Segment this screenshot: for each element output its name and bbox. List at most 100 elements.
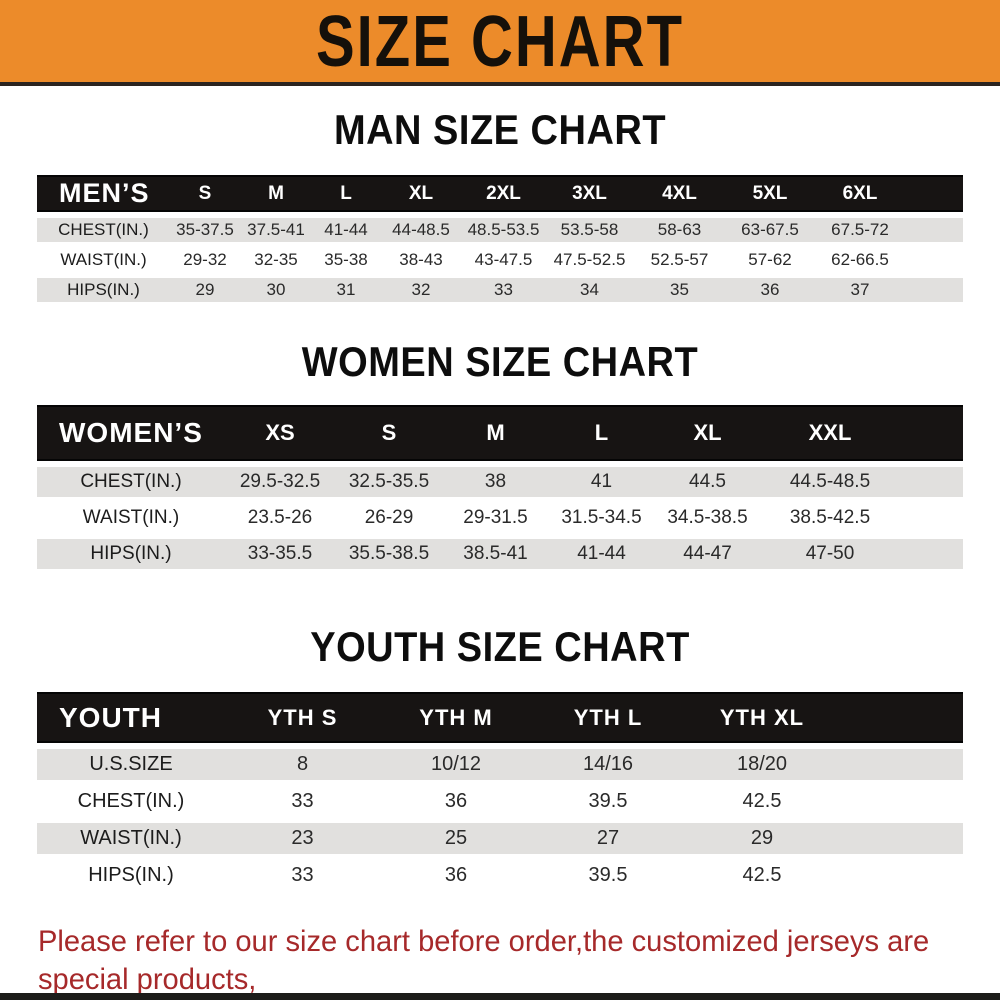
disclaimer-line-1: Please refer to our size chart before or… — [38, 925, 930, 996]
cell-value: 62-66.5 — [831, 250, 889, 269]
youth-ussize-row: U.S.SIZE 8 10/12 14/16 18/20 — [37, 749, 963, 780]
cell-value: 23 — [225, 823, 380, 854]
cell-value: 63-67.5 — [725, 218, 815, 242]
cell-value: 37.5-41 — [240, 218, 312, 242]
cell-value: 47.5-52.5 — [553, 250, 626, 269]
cell-value: 58-63 — [634, 218, 725, 242]
cell-value: 18/20 — [684, 749, 840, 780]
youth-header-row: YOUTH YTH S YTH M YTH L YTH XL — [37, 692, 963, 743]
cell-value: 25 — [380, 823, 532, 854]
row-label: HIPS(IN.) — [88, 864, 174, 886]
filler-cell — [900, 405, 963, 461]
men-section: MAN SIZE CHART MEN’S S M L XL 2XL 3XL 4X… — [0, 107, 1000, 308]
men-chest-row: CHEST(IN.) 35-37.5 37.5-41 41-44 44-48.5… — [37, 218, 963, 242]
cell-value: 44.5-48.5 — [760, 467, 900, 497]
cell-value: 44.5 — [655, 467, 760, 497]
women-waist-row: WAIST(IN.) 23.5-26 26-29 29-31.5 31.5-34… — [37, 503, 963, 533]
women-size-table: WOMEN’S XS S M L XL XXL CHEST(IN.) 29.5-… — [37, 399, 963, 575]
men-heading: MAN SIZE CHART — [333, 107, 667, 155]
men-size-header: 6XL — [815, 175, 905, 212]
men-size-header: XL — [380, 175, 462, 212]
cell-value: 33 — [462, 278, 545, 302]
cell-value: 29-31.5 — [463, 507, 528, 528]
cell-value: 44-48.5 — [380, 218, 462, 242]
filler-cell — [840, 860, 963, 891]
men-size-header: 2XL — [462, 175, 545, 212]
filler-cell — [905, 218, 963, 242]
cell-value: 35 — [634, 278, 725, 302]
row-label: CHEST(IN.) — [37, 218, 170, 242]
youth-section: YOUTH SIZE CHART YOUTH YTH S YTH M YTH L… — [0, 624, 1000, 897]
cell-value: 10/12 — [380, 749, 532, 780]
women-header-row: WOMEN’S XS S M L XL XXL — [37, 405, 963, 461]
cell-value: 42.5 — [742, 790, 782, 812]
men-size-header: M — [240, 175, 312, 212]
men-size-header: 5XL — [725, 175, 815, 212]
cell-value: 23.5-26 — [247, 507, 313, 528]
cell-value: 29 — [170, 278, 240, 302]
cell-value: 33-35.5 — [225, 539, 335, 569]
row-label: CHEST(IN.) — [77, 790, 185, 812]
cell-value: 43-47.5 — [474, 250, 533, 269]
men-size-table: MEN’S S M L XL 2XL 3XL 4XL 5XL 6XL CHEST… — [37, 169, 963, 308]
cell-value: 36 — [725, 278, 815, 302]
cell-value: 8 — [225, 749, 380, 780]
cell-value: 57-62 — [748, 250, 792, 269]
cell-value: 35.5-38.5 — [335, 539, 443, 569]
youth-chest-row: CHEST(IN.) 33 36 39.5 42.5 — [37, 786, 963, 817]
cell-value: 67.5-72 — [815, 218, 905, 242]
women-size-header: L — [548, 405, 655, 461]
filler-cell — [900, 467, 963, 497]
cell-value: 48.5-53.5 — [462, 218, 545, 242]
filler-cell — [905, 175, 963, 212]
women-hips-row: HIPS(IN.) 33-35.5 35.5-38.5 38.5-41 41-4… — [37, 539, 963, 569]
cell-value: 39.5 — [588, 790, 628, 812]
women-heading: WOMEN SIZE CHART — [301, 339, 699, 387]
filler-cell — [840, 692, 963, 743]
men-hips-row: HIPS(IN.) 29 30 31 32 33 34 35 36 37 — [37, 278, 963, 302]
cell-value: 37 — [815, 278, 905, 302]
disclaimer-note: Please refer to our size chart before or… — [38, 923, 971, 1000]
men-size-header: S — [170, 175, 240, 212]
cell-value: 47-50 — [760, 539, 900, 569]
women-section: WOMEN SIZE CHART WOMEN’S XS S M L XL XXL — [0, 339, 1000, 575]
cell-value: 32-35 — [254, 250, 298, 269]
women-size-header: XXL — [760, 405, 900, 461]
cell-value: 31.5-34.5 — [561, 507, 642, 528]
cell-value: 41-44 — [312, 218, 380, 242]
cell-value: 31 — [312, 278, 380, 302]
cell-value: 36 — [444, 864, 468, 886]
cell-value: 29 — [684, 823, 840, 854]
cell-value: 33 — [291, 790, 314, 812]
cell-value: 42.5 — [742, 864, 782, 886]
filler-cell — [840, 786, 963, 817]
cell-value: 53.5-58 — [545, 218, 634, 242]
cell-value: 29.5-32.5 — [225, 467, 335, 497]
cell-value: 30 — [240, 278, 312, 302]
filler-cell — [840, 823, 963, 854]
cell-value: 38.5-42.5 — [789, 507, 871, 528]
youth-size-header: YTH XL — [684, 692, 840, 743]
filler-cell — [905, 248, 963, 272]
men-size-header: L — [312, 175, 380, 212]
women-size-header: XL — [655, 405, 760, 461]
row-label: WAIST(IN.) — [60, 250, 147, 269]
cell-value: 35-37.5 — [170, 218, 240, 242]
youth-corner-header: YOUTH — [37, 692, 225, 743]
cell-value: 44-47 — [655, 539, 760, 569]
women-size-header: XS — [225, 405, 335, 461]
cell-value: 38.5-41 — [443, 539, 548, 569]
banner: SIZE CHART — [0, 0, 1000, 86]
row-label: WAIST(IN.) — [82, 507, 180, 528]
youth-heading: YOUTH SIZE CHART — [310, 624, 690, 672]
cell-value: 38-43 — [399, 250, 443, 269]
cell-value: 26-29 — [364, 507, 414, 528]
filler-cell — [905, 278, 963, 302]
youth-hips-row: HIPS(IN.) 33 36 39.5 42.5 — [37, 860, 963, 891]
cell-value: 39.5 — [588, 864, 628, 886]
cell-value: 29-32 — [183, 250, 227, 269]
men-corner-header: MEN’S — [37, 175, 170, 212]
filler-cell — [840, 749, 963, 780]
women-chest-row: CHEST(IN.) 29.5-32.5 32.5-35.5 38 41 44.… — [37, 467, 963, 497]
cell-value: 41-44 — [548, 539, 655, 569]
